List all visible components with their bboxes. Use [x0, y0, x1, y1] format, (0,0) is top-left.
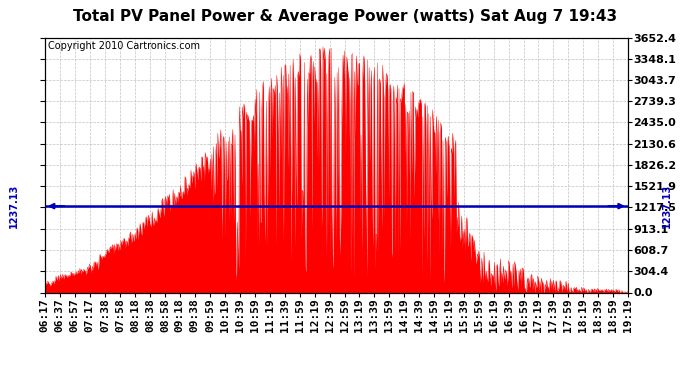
Text: Copyright 2010 Cartronics.com: Copyright 2010 Cartronics.com [48, 41, 200, 51]
Text: Total PV Panel Power & Average Power (watts) Sat Aug 7 19:43: Total PV Panel Power & Average Power (wa… [73, 9, 617, 24]
Text: 1237.13: 1237.13 [9, 184, 19, 228]
Text: 1237.13: 1237.13 [662, 184, 672, 228]
